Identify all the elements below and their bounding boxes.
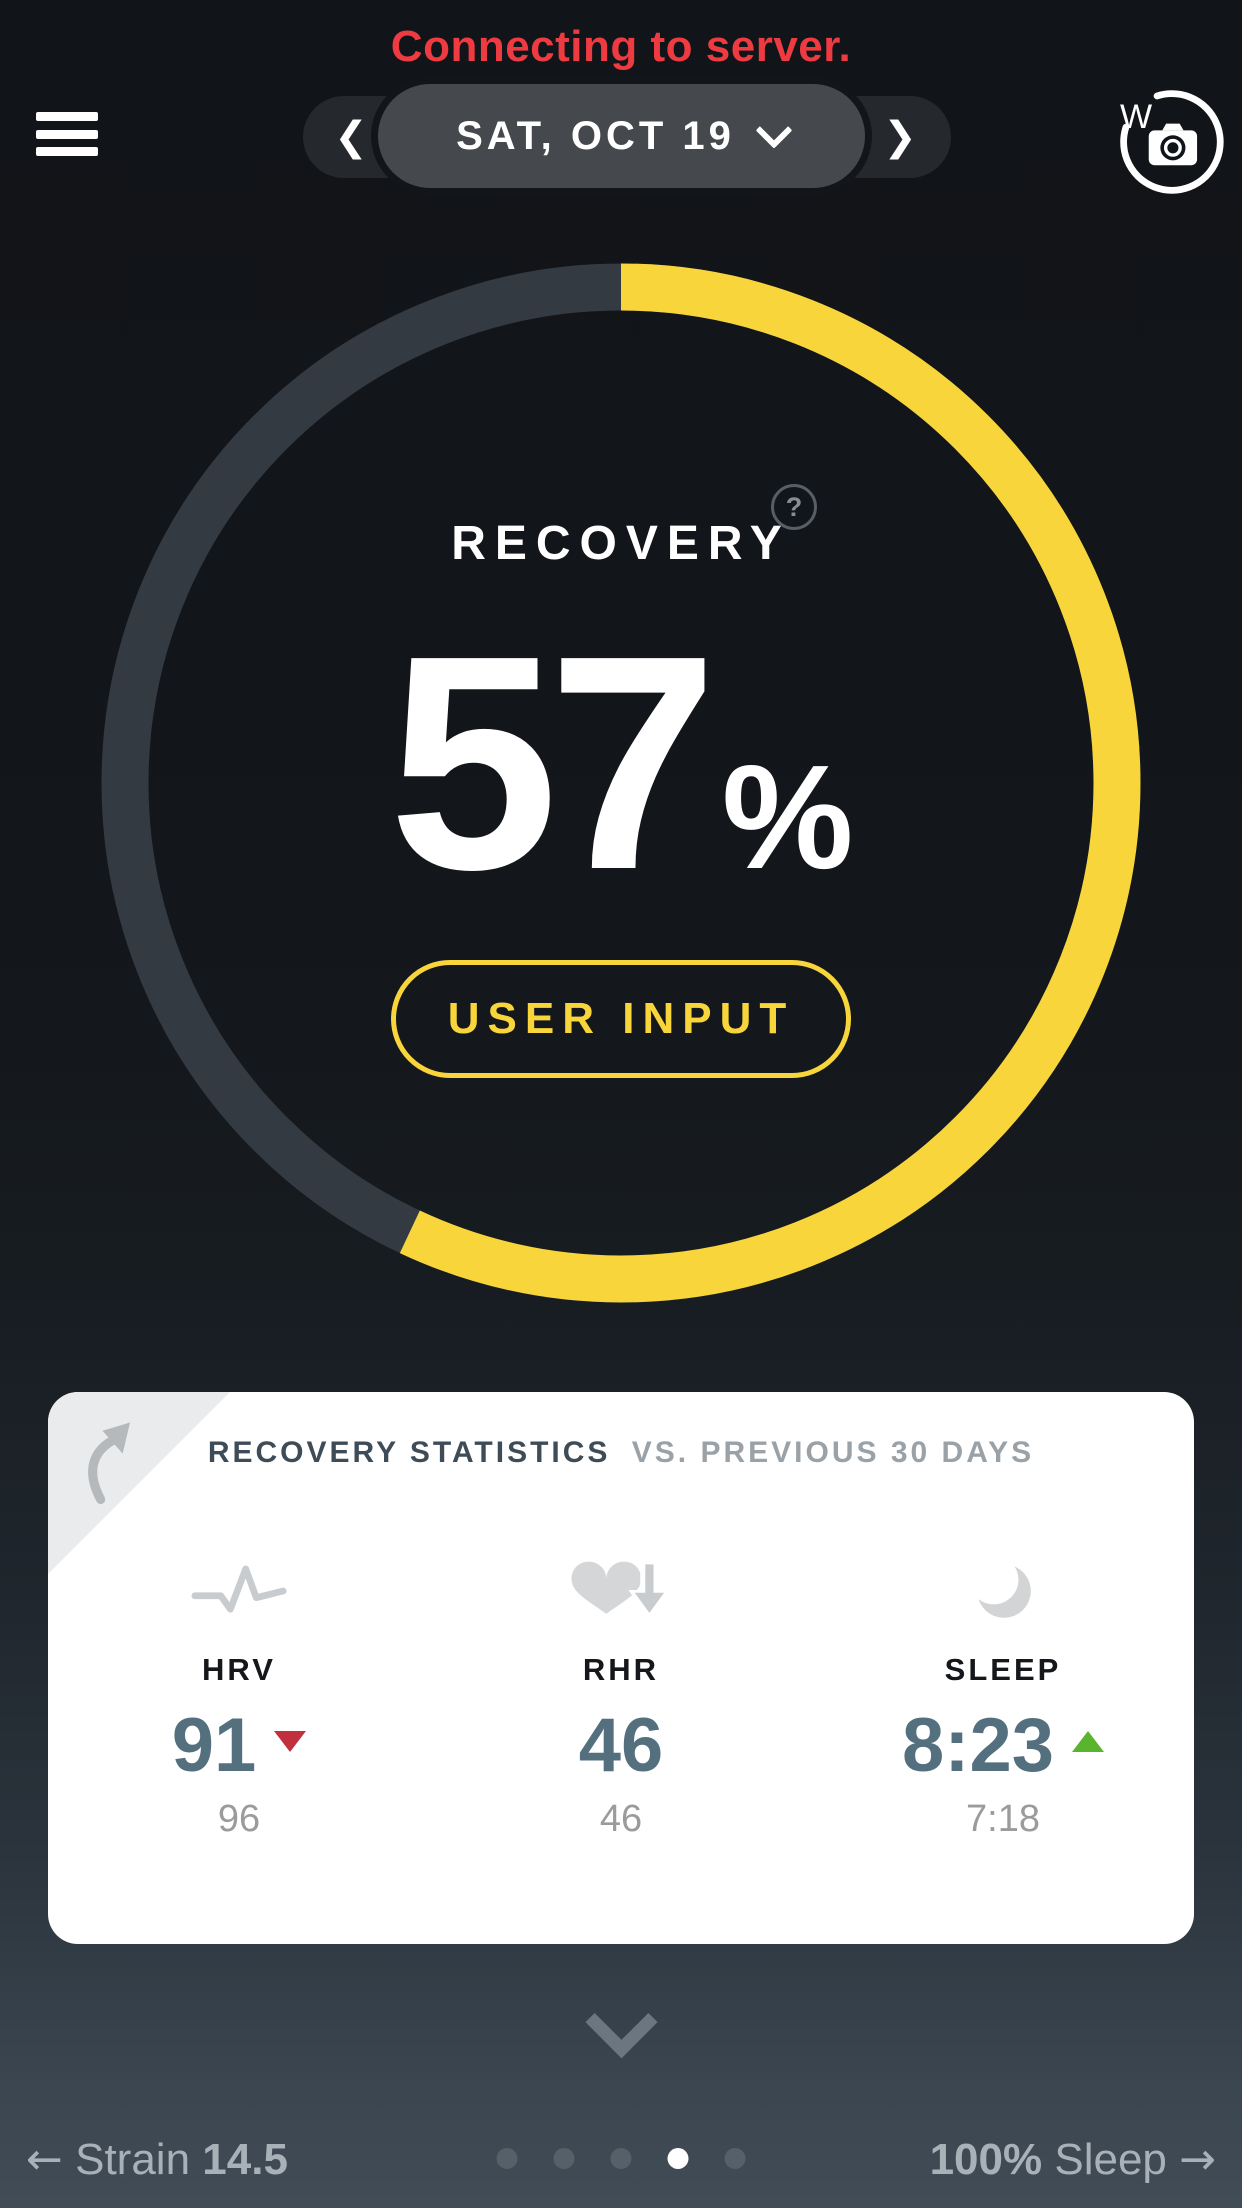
metric-value: 91 <box>171 1703 257 1788</box>
recovery-summary: RECOVERY ? 57 % USER INPUT <box>0 484 1242 1078</box>
hrv-pulse-icon <box>191 1554 287 1626</box>
metric-previous-value: 46 <box>599 1798 643 1840</box>
left-arrow-icon: ← <box>26 2134 63 2185</box>
pager-dot[interactable] <box>724 2148 746 2169</box>
swipe-up-arrow-icon <box>88 1422 130 1505</box>
recovery-ring-progress <box>101 263 1141 1303</box>
trend-arrow-icon <box>1072 1730 1105 1752</box>
next-day-button[interactable]: ❯ <box>855 96 945 178</box>
metric-sleep: SLEEP 8:23 7:18 <box>812 1554 1194 1841</box>
metric-label: HRV <box>202 1652 276 1687</box>
pager-dots <box>496 2148 746 2169</box>
camera-button[interactable]: W <box>1112 84 1228 200</box>
menu-icon[interactable] <box>36 112 98 156</box>
trend-arrow-icon <box>274 1730 307 1752</box>
pager-dot[interactable] <box>496 2148 518 2169</box>
whoop-logo: W <box>1120 98 1152 136</box>
menu-bar <box>36 147 98 156</box>
metric-label: RHR <box>582 1652 660 1687</box>
sleep-moon-icon <box>967 1554 1039 1626</box>
card-title: RECOVERY STATISTICS VS. PREVIOUS 30 DAYS <box>48 1436 1194 1470</box>
recovery-ring <box>101 263 1141 1303</box>
metric-previous-value: 96 <box>217 1798 261 1840</box>
date-label: SAT, OCT 19 <box>456 113 735 158</box>
pager-sleep-link[interactable]: 100% Sleep → <box>930 2134 1216 2185</box>
metric-value: 46 <box>578 1703 664 1788</box>
user-input-button[interactable]: USER INPUT <box>391 960 851 1078</box>
menu-bar <box>36 112 98 121</box>
metric-rhr: RHR 46 46 <box>430 1554 812 1841</box>
metric-hrv: HRV 91 96 <box>48 1554 430 1841</box>
previous-day-button[interactable]: ❮ <box>306 96 396 178</box>
recovery-score: 57 % <box>0 610 1242 915</box>
card-title-primary: RECOVERY STATISTICS <box>207 1436 611 1469</box>
metric-previous-value: 7:18 <box>966 1798 1040 1840</box>
metric-label: SLEEP <box>944 1652 1062 1687</box>
recovery-score-unit: % <box>721 735 854 900</box>
pager-left-label: Strain <box>75 2135 191 2184</box>
pager-dot[interactable] <box>667 2148 689 2169</box>
connection-status: Connecting to server. <box>390 22 852 71</box>
pager-strain-link[interactable]: ← Strain 14.5 <box>26 2134 288 2185</box>
recovery-statistics-card: RECOVERY STATISTICS VS. PREVIOUS 30 DAYS… <box>48 1392 1194 1944</box>
card-title-secondary: VS. PREVIOUS 30 DAYS <box>631 1436 1035 1469</box>
camera-icon <box>1120 90 1224 194</box>
right-arrow-icon: → <box>1179 2134 1216 2185</box>
date-selector[interactable]: SAT, OCT 19 <box>378 84 865 188</box>
recovery-score-value: 57 <box>388 592 718 933</box>
pager-bar: ← Strain 14.5 100% Sleep → <box>0 2134 1242 2198</box>
help-icon[interactable]: ? <box>771 484 817 530</box>
pager-dot[interactable] <box>553 2148 575 2169</box>
resting-heart-rate-icon <box>566 1554 676 1626</box>
expand-chevron-icon[interactable] <box>584 1986 658 2059</box>
metrics-row: HRV 91 96 RHR <box>48 1554 1194 1841</box>
recovery-title: RECOVERY <box>451 517 791 570</box>
pager-right-value: 100% <box>929 2135 1043 2184</box>
metric-value: 8:23 <box>901 1703 1055 1788</box>
pager-left-value: 14.5 <box>202 2135 288 2184</box>
pager-right-label: Sleep <box>1054 2135 1167 2184</box>
pager-dot[interactable] <box>610 2148 632 2169</box>
menu-bar <box>36 129 98 139</box>
